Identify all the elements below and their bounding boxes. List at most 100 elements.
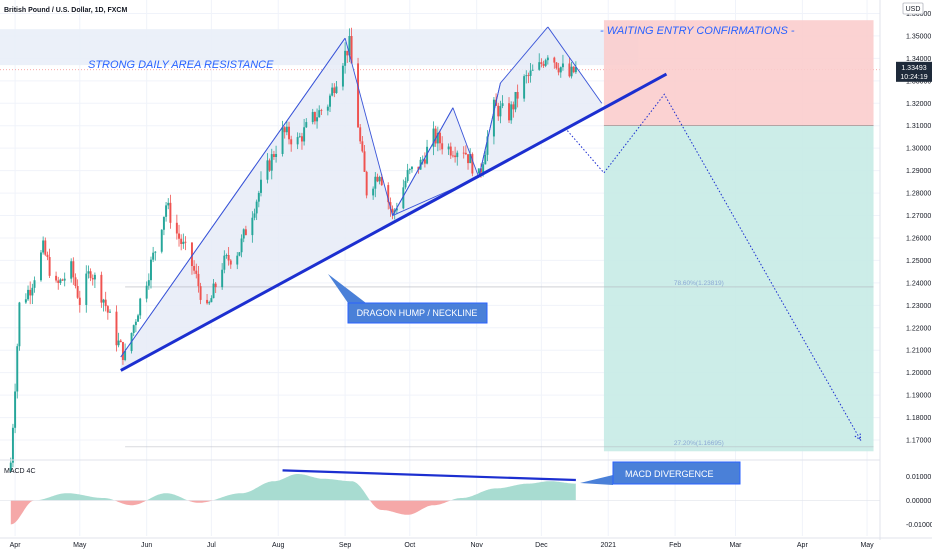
- candle-body: [89, 271, 92, 278]
- candle-body: [85, 273, 88, 305]
- candle-body: [544, 60, 547, 66]
- time-tick-label: Mar: [729, 542, 742, 549]
- candle-body: [147, 280, 150, 286]
- candle-body: [29, 289, 32, 296]
- candle-body: [190, 242, 193, 266]
- candle-body: [229, 260, 232, 265]
- candle-body: [464, 152, 467, 155]
- candle-body: [316, 117, 319, 122]
- candle-body: [559, 67, 562, 73]
- candle-body: [404, 180, 407, 188]
- candle-body: [313, 112, 316, 122]
- candle-body: [471, 154, 474, 174]
- candle-body: [199, 286, 202, 300]
- candle-body: [486, 136, 489, 155]
- candle-body: [410, 166, 413, 170]
- macd-tick-label: -0.01000: [906, 522, 932, 529]
- candle-body: [540, 62, 543, 64]
- indicator-name: MACD 4C: [4, 468, 36, 475]
- price-tick-label: 1.33000: [906, 78, 931, 85]
- candle-body: [512, 104, 515, 110]
- candle-body: [329, 95, 331, 107]
- price-badge: 1.33493 10:24:19: [896, 61, 932, 82]
- price-tick-label: 1.19000: [906, 393, 931, 400]
- time-tick-label: Sep: [339, 542, 352, 549]
- candle-body: [104, 299, 107, 307]
- candle-body: [538, 62, 541, 70]
- candle-body: [374, 176, 377, 189]
- candle-body: [150, 259, 152, 281]
- macd-tick-label: 0.00000: [906, 498, 931, 505]
- candle-body: [223, 255, 226, 270]
- time-tick-label: Apr: [10, 542, 22, 549]
- currency-label: USD: [906, 6, 921, 13]
- macd-negative-area: [10, 500, 576, 525]
- candle-body: [527, 75, 530, 77]
- candle-body: [432, 128, 435, 147]
- candle-body: [467, 154, 470, 164]
- macd-positive-area: [10, 474, 576, 501]
- candle-body: [288, 126, 290, 140]
- price-tick-label: 1.17000: [906, 438, 931, 445]
- candle-body: [167, 202, 170, 206]
- candle-body: [469, 154, 472, 164]
- candle-body: [240, 238, 243, 253]
- time-tick-label: Nov: [470, 542, 483, 549]
- time-tick-label: Feb: [669, 542, 681, 549]
- price-tick-label: 1.30000: [906, 146, 931, 153]
- candle-body: [320, 110, 323, 112]
- candle-body: [16, 346, 19, 392]
- candle-body: [523, 76, 526, 99]
- candle-body: [193, 265, 196, 271]
- candle-body: [210, 298, 213, 303]
- candle-body: [184, 241, 187, 243]
- candle-body: [72, 261, 75, 278]
- candle-body: [117, 340, 120, 346]
- candle-body: [281, 127, 284, 154]
- price-tick-label: 1.24000: [906, 280, 931, 287]
- candle-body: [318, 110, 321, 118]
- candle-body: [378, 177, 381, 182]
- price-tick-label: 1.20000: [906, 370, 931, 377]
- candle-body: [87, 271, 90, 274]
- candle-body: [335, 86, 338, 94]
- candle-body: [214, 283, 217, 288]
- macd-panel: [0, 469, 880, 525]
- price-tick-label: 1.23000: [906, 303, 931, 310]
- candle-body: [441, 143, 444, 150]
- current-price: 1.33493: [901, 65, 926, 72]
- fib-levels: [125, 286, 874, 448]
- macd-tick-label: 0.01000: [906, 474, 931, 481]
- time-tick-label: Jun: [141, 542, 152, 549]
- candle-body: [542, 63, 545, 66]
- pattern-leg: [392, 107, 454, 216]
- candle-body: [208, 302, 211, 304]
- candle-body: [451, 155, 454, 157]
- candle-body: [121, 342, 124, 360]
- candle-body: [182, 241, 185, 244]
- candle-body: [303, 127, 306, 142]
- candle-body: [283, 127, 286, 133]
- candle-body: [555, 62, 558, 69]
- candle-body: [484, 154, 487, 165]
- candle-body: [482, 164, 485, 173]
- candle-body: [439, 132, 441, 144]
- candle-body: [572, 66, 575, 73]
- candle-body: [570, 66, 573, 77]
- time-tick-label: Dec: [535, 542, 548, 549]
- candle-body: [449, 146, 452, 156]
- time-tick-label: Oct: [404, 542, 415, 549]
- candle-body: [109, 311, 111, 313]
- candle-body: [253, 213, 256, 218]
- pattern-leg: [344, 38, 393, 216]
- candle-body: [59, 279, 62, 283]
- candle-body: [417, 166, 420, 170]
- candle-body: [134, 321, 137, 326]
- candle-body: [447, 146, 450, 150]
- neckline-label: DRAGON HUMP / NECKLINE: [357, 308, 478, 318]
- candle-body: [152, 252, 155, 260]
- candle-body: [341, 65, 344, 87]
- pattern-leg: [120, 37, 346, 358]
- candle-body: [40, 252, 42, 281]
